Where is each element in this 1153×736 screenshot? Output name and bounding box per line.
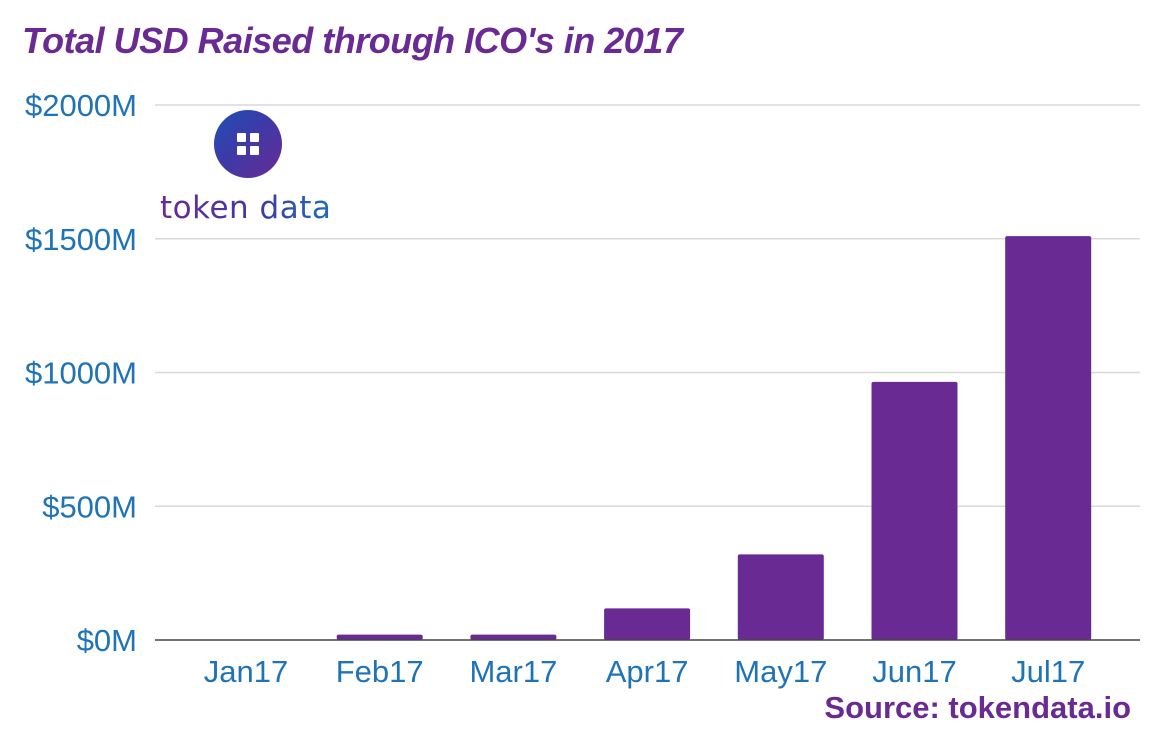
bars <box>336 236 1092 640</box>
tokendata-logo: token data <box>160 110 340 230</box>
y-tick-label: $0M <box>77 623 137 658</box>
y-tick-label: $2000M <box>25 88 137 123</box>
logo-grid-icon <box>214 110 282 178</box>
x-axis-ticks: Jan17 Feb17 Mar17 Apr17 May17 Jun17 Jul17 <box>204 654 1085 689</box>
x-tick-label: Jan17 <box>204 654 288 689</box>
x-tick-label: Feb17 <box>336 654 424 689</box>
bar-apr17 <box>604 608 691 640</box>
chart-title: Total USD Raised through ICO's in 2017 <box>22 20 683 61</box>
y-tick-label: $500M <box>42 489 137 524</box>
bar-jul17 <box>1005 236 1092 640</box>
logo-text: token data <box>160 190 332 226</box>
x-tick-label: May17 <box>734 654 827 689</box>
y-tick-label: $1500M <box>25 222 137 257</box>
x-tick-label: Jun17 <box>872 654 956 689</box>
source-note: Source: tokendata.io <box>824 690 1131 725</box>
x-tick-label: Jul17 <box>1011 654 1085 689</box>
y-axis-ticks: $0M $500M $1000M $1500M $2000M <box>25 88 137 658</box>
x-tick-label: Mar17 <box>469 654 557 689</box>
gridlines <box>155 104 1140 507</box>
bar-feb17 <box>336 634 423 640</box>
x-tick-label: Apr17 <box>606 654 689 689</box>
bar-mar17 <box>470 634 557 640</box>
y-tick-label: $1000M <box>25 356 137 391</box>
bar-may17 <box>737 554 824 640</box>
bar-jun17 <box>871 381 958 640</box>
